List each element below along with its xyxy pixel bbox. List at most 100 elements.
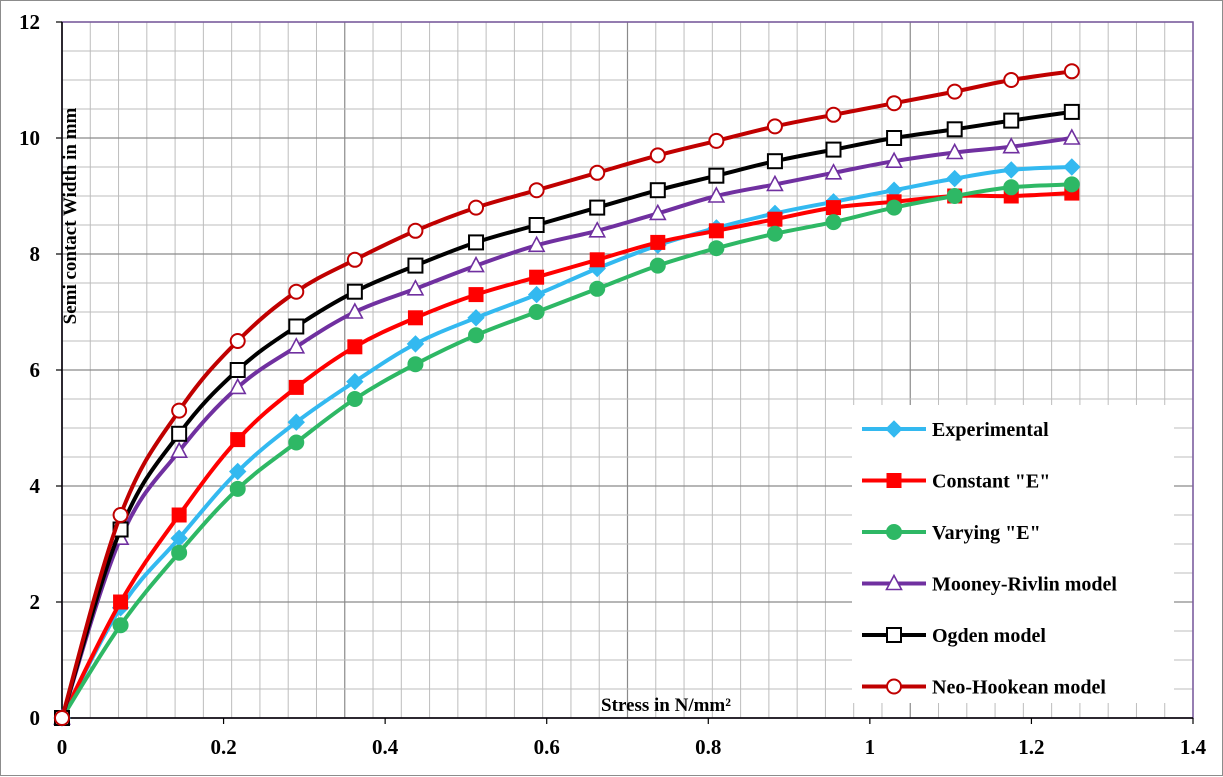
- data-point: [589, 199, 606, 216]
- data-point: [288, 318, 305, 335]
- data-point: [468, 199, 485, 216]
- data-point: [1003, 179, 1020, 196]
- legend-item: Neo-Hookean model: [862, 677, 1106, 699]
- data-point: [170, 441, 188, 459]
- data-point: [886, 95, 903, 112]
- data-point: [589, 280, 606, 297]
- data-point: [707, 186, 726, 203]
- data-point: [946, 188, 963, 204]
- data-point: [766, 153, 783, 170]
- legend-swatch-marker: [885, 420, 903, 438]
- x-tick-label: 0.4: [372, 735, 399, 759]
- data-point: [885, 151, 903, 168]
- data-point: [347, 339, 363, 355]
- data-point: [1003, 112, 1020, 129]
- data-point: [1063, 103, 1080, 120]
- data-point: [528, 217, 545, 233]
- data-point: [229, 333, 246, 349]
- legend-label: Experimental: [932, 419, 1049, 441]
- data-point: [1063, 63, 1080, 80]
- data-point: [708, 167, 725, 184]
- legend-item: Varying "E": [862, 522, 1041, 544]
- data-point: [1002, 161, 1020, 179]
- data-point: [708, 132, 725, 149]
- data-point: [529, 269, 545, 285]
- data-point: [229, 480, 246, 497]
- data-point: [171, 425, 188, 442]
- legend-item: Experimental: [862, 419, 1049, 441]
- x-tick-label: 1.2: [1018, 735, 1044, 759]
- y-tick-label: 10: [19, 126, 40, 150]
- data-point: [1063, 158, 1081, 176]
- data-point: [649, 147, 666, 164]
- data-point: [406, 335, 425, 353]
- legend-swatch-marker: [885, 573, 903, 591]
- data-point: [945, 169, 964, 188]
- data-point: [407, 356, 424, 373]
- data-point: [288, 379, 304, 395]
- legend-label: Mooney-Rivlin model: [932, 574, 1117, 596]
- x-tick-label: 0.2: [210, 735, 236, 759]
- data-point: [766, 174, 784, 192]
- data-point: [527, 285, 546, 304]
- data-point: [589, 252, 605, 268]
- data-point: [288, 434, 305, 451]
- legend-swatch-marker: [886, 524, 902, 540]
- data-point: [406, 279, 425, 296]
- x-tick-label: 0.6: [534, 735, 560, 759]
- data-point: [825, 141, 842, 158]
- data-point: [228, 377, 247, 395]
- data-point: [287, 413, 305, 431]
- data-point: [1062, 128, 1081, 145]
- data-point: [288, 283, 305, 300]
- data-point: [1003, 72, 1020, 88]
- data-point: [468, 234, 485, 251]
- data-point: [767, 211, 783, 227]
- x-tick-label: 0.8: [695, 735, 721, 759]
- legend-label: Constant "E": [932, 471, 1050, 493]
- y-tick-label: 12: [19, 10, 40, 34]
- legend-item: Constant "E": [862, 471, 1050, 493]
- data-point: [589, 164, 606, 181]
- data-point: [468, 327, 485, 344]
- data-point: [886, 199, 903, 216]
- data-point: [346, 372, 364, 391]
- data-point: [708, 240, 725, 257]
- data-point: [171, 544, 188, 561]
- data-point: [527, 235, 546, 253]
- data-point: [650, 234, 666, 250]
- data-point: [708, 223, 724, 239]
- series-ogden-model: [54, 103, 1080, 726]
- data-point: [649, 257, 666, 274]
- data-point: [112, 507, 129, 523]
- data-point: [54, 710, 70, 726]
- data-point: [171, 507, 187, 523]
- data-point: [230, 432, 246, 448]
- x-axis-title: Stress in N/mm²: [601, 695, 731, 716]
- y-tick-label: 8: [30, 242, 41, 266]
- data-point: [528, 304, 545, 320]
- legend-label: Varying "E": [932, 522, 1041, 544]
- data-point: [407, 310, 423, 326]
- data-point: [588, 221, 607, 238]
- data-point: [945, 142, 964, 160]
- data-point: [113, 594, 129, 610]
- x-tick-label: 1.4: [1180, 735, 1207, 759]
- data-point: [946, 83, 963, 100]
- data-point: [171, 402, 188, 419]
- data-point: [346, 283, 363, 300]
- data-point: [287, 337, 306, 354]
- y-tick-label: 6: [30, 358, 41, 382]
- legend-box: [852, 405, 1174, 703]
- data-point: [346, 302, 364, 319]
- data-point: [468, 287, 484, 303]
- x-tick-label: 1: [865, 735, 876, 759]
- legend-label: Ogden model: [932, 625, 1046, 647]
- data-point: [766, 225, 783, 242]
- legend: Experimental Constant "E" Varying "E" Moone…: [852, 405, 1174, 703]
- series-neo-hookean-model: [54, 63, 1080, 726]
- y-tick-label: 4: [30, 474, 41, 498]
- legend-item: Ogden model: [862, 625, 1046, 647]
- data-point: [528, 182, 545, 199]
